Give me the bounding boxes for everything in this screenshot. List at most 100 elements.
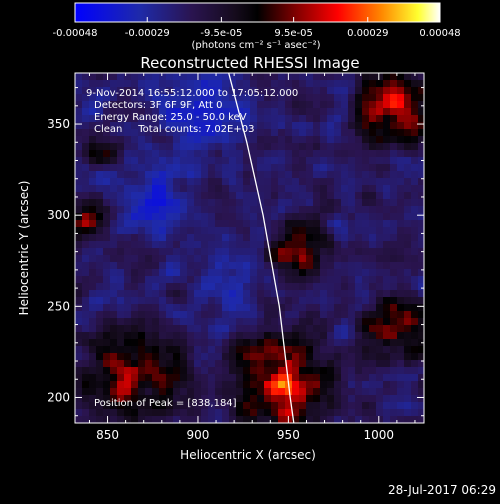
heatmap-cell xyxy=(138,164,146,172)
heatmap-cell xyxy=(278,409,286,417)
heatmap-cell xyxy=(292,122,300,130)
heatmap-cell xyxy=(299,248,307,256)
heatmap-cell xyxy=(299,115,307,123)
heatmap-cell xyxy=(103,276,111,284)
heatmap-cell xyxy=(243,402,251,410)
heatmap-cell xyxy=(362,304,370,312)
heatmap-cell xyxy=(418,381,424,389)
heatmap-cell xyxy=(89,318,97,326)
heatmap-cell xyxy=(89,136,97,144)
heatmap-cell xyxy=(131,416,139,423)
heatmap-cell xyxy=(383,269,391,277)
heatmap-cell xyxy=(82,318,90,326)
heatmap-cell xyxy=(159,360,167,368)
heatmap-cell xyxy=(271,395,279,403)
heatmap-cell xyxy=(341,290,349,298)
heatmap-cell xyxy=(243,255,251,263)
heatmap-cell xyxy=(145,87,153,95)
heatmap-cell xyxy=(124,185,132,193)
heatmap-cell xyxy=(96,80,104,88)
heatmap-cell xyxy=(166,171,174,179)
heatmap-cell xyxy=(236,213,244,221)
heatmap-cell xyxy=(376,241,384,249)
heatmap-cell xyxy=(397,381,405,389)
heatmap-cell xyxy=(404,143,412,151)
heatmap-cell xyxy=(250,276,258,284)
heatmap-cell xyxy=(243,339,251,347)
heatmap-cell xyxy=(306,122,314,130)
heatmap-cell xyxy=(292,395,300,403)
heatmap-cell xyxy=(159,269,167,277)
heatmap-cell xyxy=(187,360,195,368)
heatmap-cell xyxy=(341,241,349,249)
heatmap-cell xyxy=(376,276,384,284)
heatmap-cell xyxy=(138,409,146,417)
heatmap-cell xyxy=(383,234,391,242)
heatmap-cell xyxy=(341,80,349,88)
heatmap-cell xyxy=(208,220,216,228)
heatmap-cell xyxy=(222,227,230,235)
heatmap-cell xyxy=(411,234,419,242)
heatmap-cell xyxy=(264,227,272,235)
heatmap-cell xyxy=(187,143,195,151)
heatmap-cell xyxy=(243,416,251,423)
heatmap-cell xyxy=(138,297,146,305)
heatmap-cell xyxy=(250,150,258,158)
heatmap-cell xyxy=(369,157,377,165)
heatmap-cell xyxy=(383,367,391,375)
heatmap-cell xyxy=(390,290,398,298)
heatmap-cell xyxy=(362,360,370,368)
heatmap-cell xyxy=(313,339,321,347)
heatmap-cell xyxy=(173,108,181,116)
heatmap-cell xyxy=(369,178,377,186)
heatmap-cell xyxy=(110,255,118,263)
heatmap-cell xyxy=(215,143,223,151)
heatmap-cell xyxy=(271,150,279,158)
heatmap-cell xyxy=(369,395,377,403)
heatmap-cell xyxy=(355,360,363,368)
heatmap-cell xyxy=(369,318,377,326)
annotation-energy: Energy Range: 25.0 - 50.0 keV xyxy=(94,112,247,123)
heatmap-cell xyxy=(96,129,104,137)
heatmap-cell xyxy=(124,255,132,263)
heatmap-cell xyxy=(166,157,174,165)
heatmap-cell xyxy=(250,227,258,235)
heatmap-cell xyxy=(250,157,258,165)
heatmap-cell xyxy=(194,276,202,284)
heatmap-cell xyxy=(145,73,153,81)
heatmap-cell xyxy=(180,171,188,179)
heatmap-cell xyxy=(229,353,237,361)
heatmap-cell xyxy=(103,122,111,130)
heatmap-cell xyxy=(418,150,424,158)
heatmap-cell xyxy=(348,199,356,207)
heatmap-cell xyxy=(278,192,286,200)
heatmap-cell xyxy=(229,276,237,284)
heatmap-cell xyxy=(138,234,146,242)
heatmap-cell xyxy=(187,409,195,417)
heatmap-cell xyxy=(138,122,146,130)
heatmap-cell xyxy=(278,304,286,312)
heatmap-cell xyxy=(355,241,363,249)
heatmap-cell xyxy=(243,311,251,319)
heatmap-cell xyxy=(159,227,167,235)
heatmap-cell xyxy=(215,87,223,95)
heatmap-cell xyxy=(397,192,405,200)
heatmap-cell xyxy=(250,192,258,200)
heatmap-cell xyxy=(75,360,83,368)
heatmap-cell xyxy=(334,304,342,312)
heatmap-cell xyxy=(215,136,223,144)
heatmap-cell xyxy=(75,304,83,312)
heatmap-cell xyxy=(313,164,321,172)
heatmap-cell xyxy=(313,381,321,389)
heatmap-cell xyxy=(418,346,424,354)
heatmap-cell xyxy=(383,157,391,165)
heatmap-cell xyxy=(376,206,384,214)
heatmap-cell xyxy=(194,290,202,298)
heatmap-cell xyxy=(187,129,195,137)
heatmap-cell xyxy=(320,157,328,165)
heatmap-cell xyxy=(334,297,342,305)
heatmap-cell xyxy=(110,374,118,382)
heatmap-cell xyxy=(257,409,265,417)
heatmap-cell xyxy=(383,129,391,137)
heatmap-cell xyxy=(355,101,363,109)
